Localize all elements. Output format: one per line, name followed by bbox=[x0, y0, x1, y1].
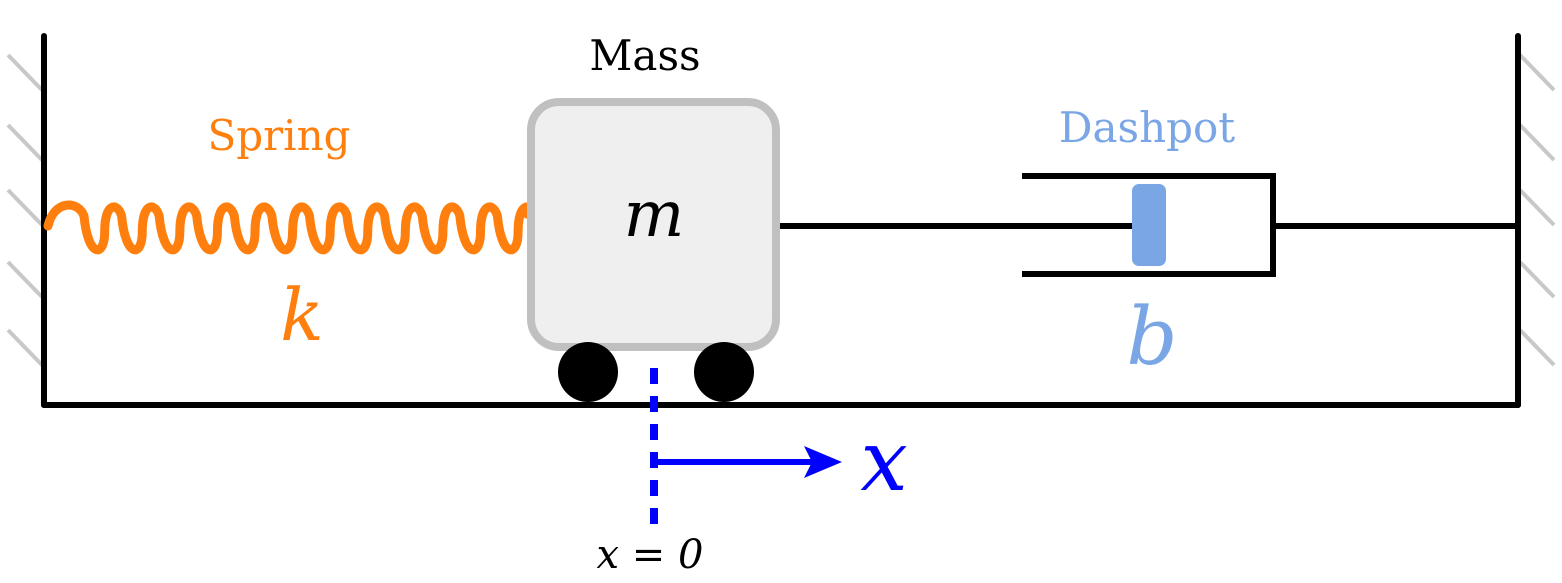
spring-coil bbox=[43, 200, 541, 255]
mass-label: Mass bbox=[589, 31, 700, 80]
mass-block bbox=[527, 98, 780, 351]
dashpot-piston bbox=[1132, 184, 1166, 266]
frame bbox=[41, 33, 1521, 408]
x-arrow-head bbox=[804, 446, 842, 478]
right-wall-hatching bbox=[1518, 53, 1556, 367]
origin-label: x = 0 bbox=[597, 532, 704, 578]
left-wall-hatching bbox=[6, 53, 44, 367]
spring-symbol: k bbox=[280, 273, 324, 357]
wheel-right bbox=[694, 342, 754, 402]
spring-label: Spring bbox=[207, 111, 350, 160]
wheel-left bbox=[558, 342, 618, 402]
dashpot-symbol: b bbox=[1126, 290, 1177, 383]
mass-symbol: m bbox=[624, 178, 685, 252]
dashpot-label: Dashpot bbox=[1059, 103, 1235, 152]
x-symbol: x bbox=[860, 412, 907, 510]
